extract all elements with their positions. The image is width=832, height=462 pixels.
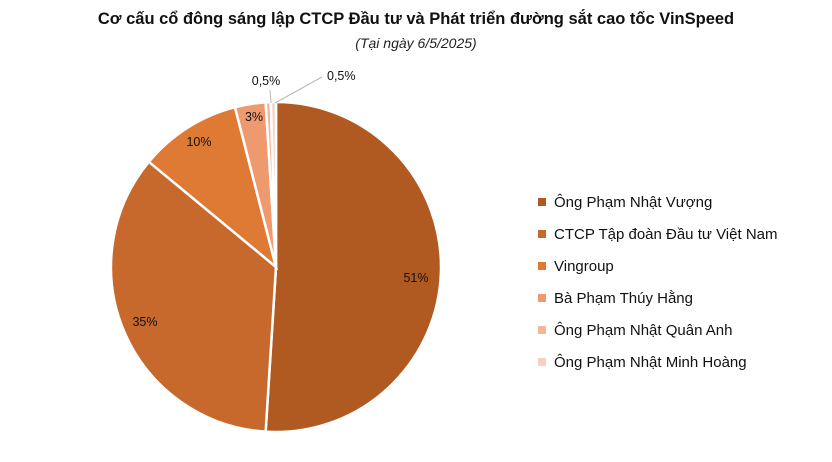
chart-subtitle: (Tại ngày 6/5/2025) [355,35,477,51]
legend-swatch [538,358,546,366]
chart-legend: Ông Phạm Nhật Vượng CTCP Tập đoàn Đầu tư … [538,186,777,378]
legend-item: Vingroup [538,250,777,282]
legend-label: Ông Phạm Nhật Minh Hoàng [554,353,747,371]
legend-label: Ông Phạm Nhật Quân Anh [554,321,733,339]
legend-item: Ông Phạm Nhật Quân Anh [538,314,777,346]
legend-label: CTCP Tập đoàn Đầu tư Việt Nam [554,225,778,243]
pie-slice [264,100,443,434]
legend-swatch [538,326,546,334]
leader-line [269,89,272,104]
leader-line [274,76,323,104]
legend-swatch [538,230,546,238]
legend-label: Ông Phạm Nhật Vượng [554,193,713,211]
legend-item: CTCP Tập đoàn Đầu tư Việt Nam [538,218,777,250]
slice-data-label: 0,5% [327,69,356,83]
chart-title: Cơ cấu cổ đông sáng lập CTCP Đầu tư và P… [97,10,735,28]
legend-label: Bà Phạm Thúy Hằng [554,289,693,307]
pie-slice [109,160,278,434]
legend-label: Vingroup [554,257,614,275]
slice-data-label: 0,5% [252,74,281,88]
slice-data-label: 35% [132,315,157,329]
legend-item: Ông Phạm Nhật Minh Hoàng [538,346,777,378]
slice-data-label: 3% [245,110,263,124]
legend-item: Bà Phạm Thúy Hằng [538,282,777,314]
legend-swatch [538,294,546,302]
legend-item: Ông Phạm Nhật Vượng [538,186,777,218]
slice-data-label: 10% [186,135,211,149]
legend-swatch [538,198,546,206]
slice-data-label: 51% [403,271,428,285]
legend-swatch [538,262,546,270]
